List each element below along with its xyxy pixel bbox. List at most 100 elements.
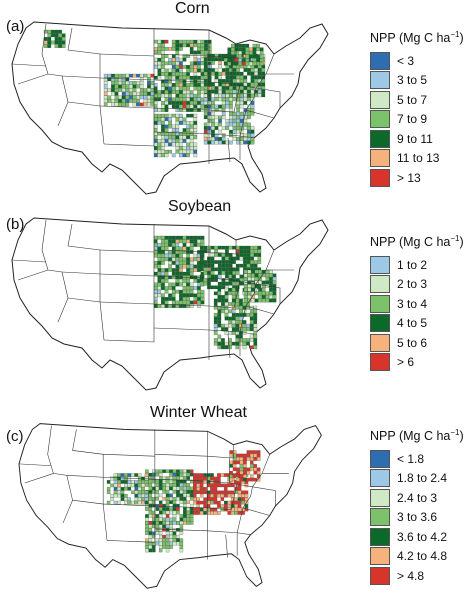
legend-item: < 1.8 xyxy=(370,449,464,469)
state-border xyxy=(153,107,210,111)
legend-item: > 6 xyxy=(370,353,464,373)
legend-label: 11 to 13 xyxy=(397,151,440,166)
panel-label: (a) xyxy=(6,18,25,35)
legend-swatch xyxy=(370,294,390,313)
state-border xyxy=(41,23,69,127)
state-border xyxy=(153,79,205,83)
legend-swatch xyxy=(370,110,390,129)
legend-swatch xyxy=(370,527,390,546)
legend-swatch xyxy=(370,168,390,187)
state-border xyxy=(153,303,210,307)
state-border xyxy=(255,283,281,304)
legend-label: 3.6 to 4.2 xyxy=(397,529,448,544)
state-border xyxy=(24,473,54,484)
state-border xyxy=(11,259,47,263)
state-border xyxy=(236,486,253,533)
state-border xyxy=(103,304,155,343)
legend-item: 11 to 13 xyxy=(370,149,464,169)
legend-item: < 3 xyxy=(370,51,464,71)
legend-item: 3 to 3.6 xyxy=(370,508,464,528)
legend-item: 5 to 6 xyxy=(370,333,464,353)
state-border xyxy=(103,108,155,147)
legend-label: 4.2 to 4.8 xyxy=(397,549,448,564)
state-border xyxy=(67,27,101,78)
state-border xyxy=(103,476,155,480)
legend-swatch xyxy=(370,547,390,566)
legend-label: < 1.8 xyxy=(397,451,425,466)
legend-swatch xyxy=(370,275,390,294)
state-border xyxy=(103,429,156,507)
legend-swatch xyxy=(370,51,390,70)
legend-label: 3 to 5 xyxy=(397,73,428,88)
state-border xyxy=(208,240,237,255)
legend-swatch xyxy=(370,469,390,488)
legend-swatch xyxy=(370,566,390,585)
legend: NPP (Mg C ha−1) 1 to 2 2 to 3 3 to 4 4 to 5… xyxy=(370,234,464,372)
state-border xyxy=(225,534,228,558)
state-border xyxy=(41,219,69,323)
legend-item: > 4.8 xyxy=(370,566,464,586)
state-border xyxy=(99,273,155,277)
state-border xyxy=(47,425,73,524)
state-border xyxy=(17,269,49,281)
state-border xyxy=(227,333,231,359)
legend-item: 7 to 9 xyxy=(370,110,464,130)
legend-item: 4 to 5 xyxy=(370,314,464,334)
legend-swatch xyxy=(370,353,390,372)
state-border xyxy=(99,249,155,253)
legend-item: 5 to 7 xyxy=(370,90,464,110)
legend-swatch xyxy=(370,149,390,168)
legend-item: 9 to 11 xyxy=(370,129,464,149)
state-border xyxy=(153,249,210,253)
state-border xyxy=(154,528,208,532)
legend-swatch xyxy=(370,488,390,507)
legend-swatch xyxy=(370,129,390,148)
state-border xyxy=(72,429,104,478)
state-border xyxy=(207,444,234,459)
legend-label: 3 to 4 xyxy=(397,296,428,311)
legend-swatch xyxy=(370,333,390,352)
legend-label: 4 to 5 xyxy=(397,316,428,331)
legend-item: 2.4 to 3 xyxy=(370,488,464,508)
county-cells xyxy=(153,235,277,350)
legend-swatch xyxy=(370,314,390,333)
panel-label: (b) xyxy=(6,216,25,233)
legend-label: 3 to 3.6 xyxy=(397,510,438,525)
legend-label: 7 to 9 xyxy=(397,112,428,127)
state-border xyxy=(154,453,208,457)
legend-swatch xyxy=(370,449,390,468)
legend-item: 3 to 5 xyxy=(370,71,464,91)
legend-item: 1 to 2 xyxy=(370,255,464,275)
legend-label: 1.8 to 2.4 xyxy=(397,471,448,486)
legend-label: 5 to 6 xyxy=(397,335,428,350)
legend-title: NPP (Mg C ha−1) xyxy=(370,30,464,46)
state-border xyxy=(154,505,208,509)
state-border xyxy=(99,53,155,57)
legend-swatch xyxy=(370,508,390,527)
state-border xyxy=(239,87,257,137)
legend-item: 3.6 to 4.2 xyxy=(370,527,464,547)
legend-item: > 13 xyxy=(370,168,464,188)
state-border xyxy=(153,53,210,57)
state-border xyxy=(239,283,257,333)
state-border xyxy=(231,249,275,285)
us-map-winter-wheat xyxy=(18,423,322,589)
legend-label: < 3 xyxy=(397,53,415,68)
legend-label: 9 to 11 xyxy=(397,131,433,146)
legend: NPP (Mg C ha−1) < 1.8 1.8 to 2.4 2.4 to 3 3… xyxy=(370,428,464,586)
state-border xyxy=(17,73,49,85)
state-border xyxy=(153,131,210,135)
state-border xyxy=(231,53,275,89)
state-border xyxy=(153,275,205,279)
state-border xyxy=(245,305,275,315)
legend-label: 5 to 7 xyxy=(397,92,428,107)
legend: NPP (Mg C ha−1) < 3 3 to 5 5 to 7 7 to 9 9 t… xyxy=(370,30,464,188)
state-border xyxy=(242,507,270,516)
state-border xyxy=(207,482,238,511)
legend-label: 2 to 3 xyxy=(397,277,428,292)
us-map-corn xyxy=(11,21,329,195)
state-border xyxy=(208,44,237,59)
winter-wheat-panel: (c) Winter Wheat NPP (Mg C ha−1) < 1.8 1.… xyxy=(0,398,474,594)
county-cells xyxy=(43,29,266,158)
legend-label: 1 to 2 xyxy=(397,257,428,272)
